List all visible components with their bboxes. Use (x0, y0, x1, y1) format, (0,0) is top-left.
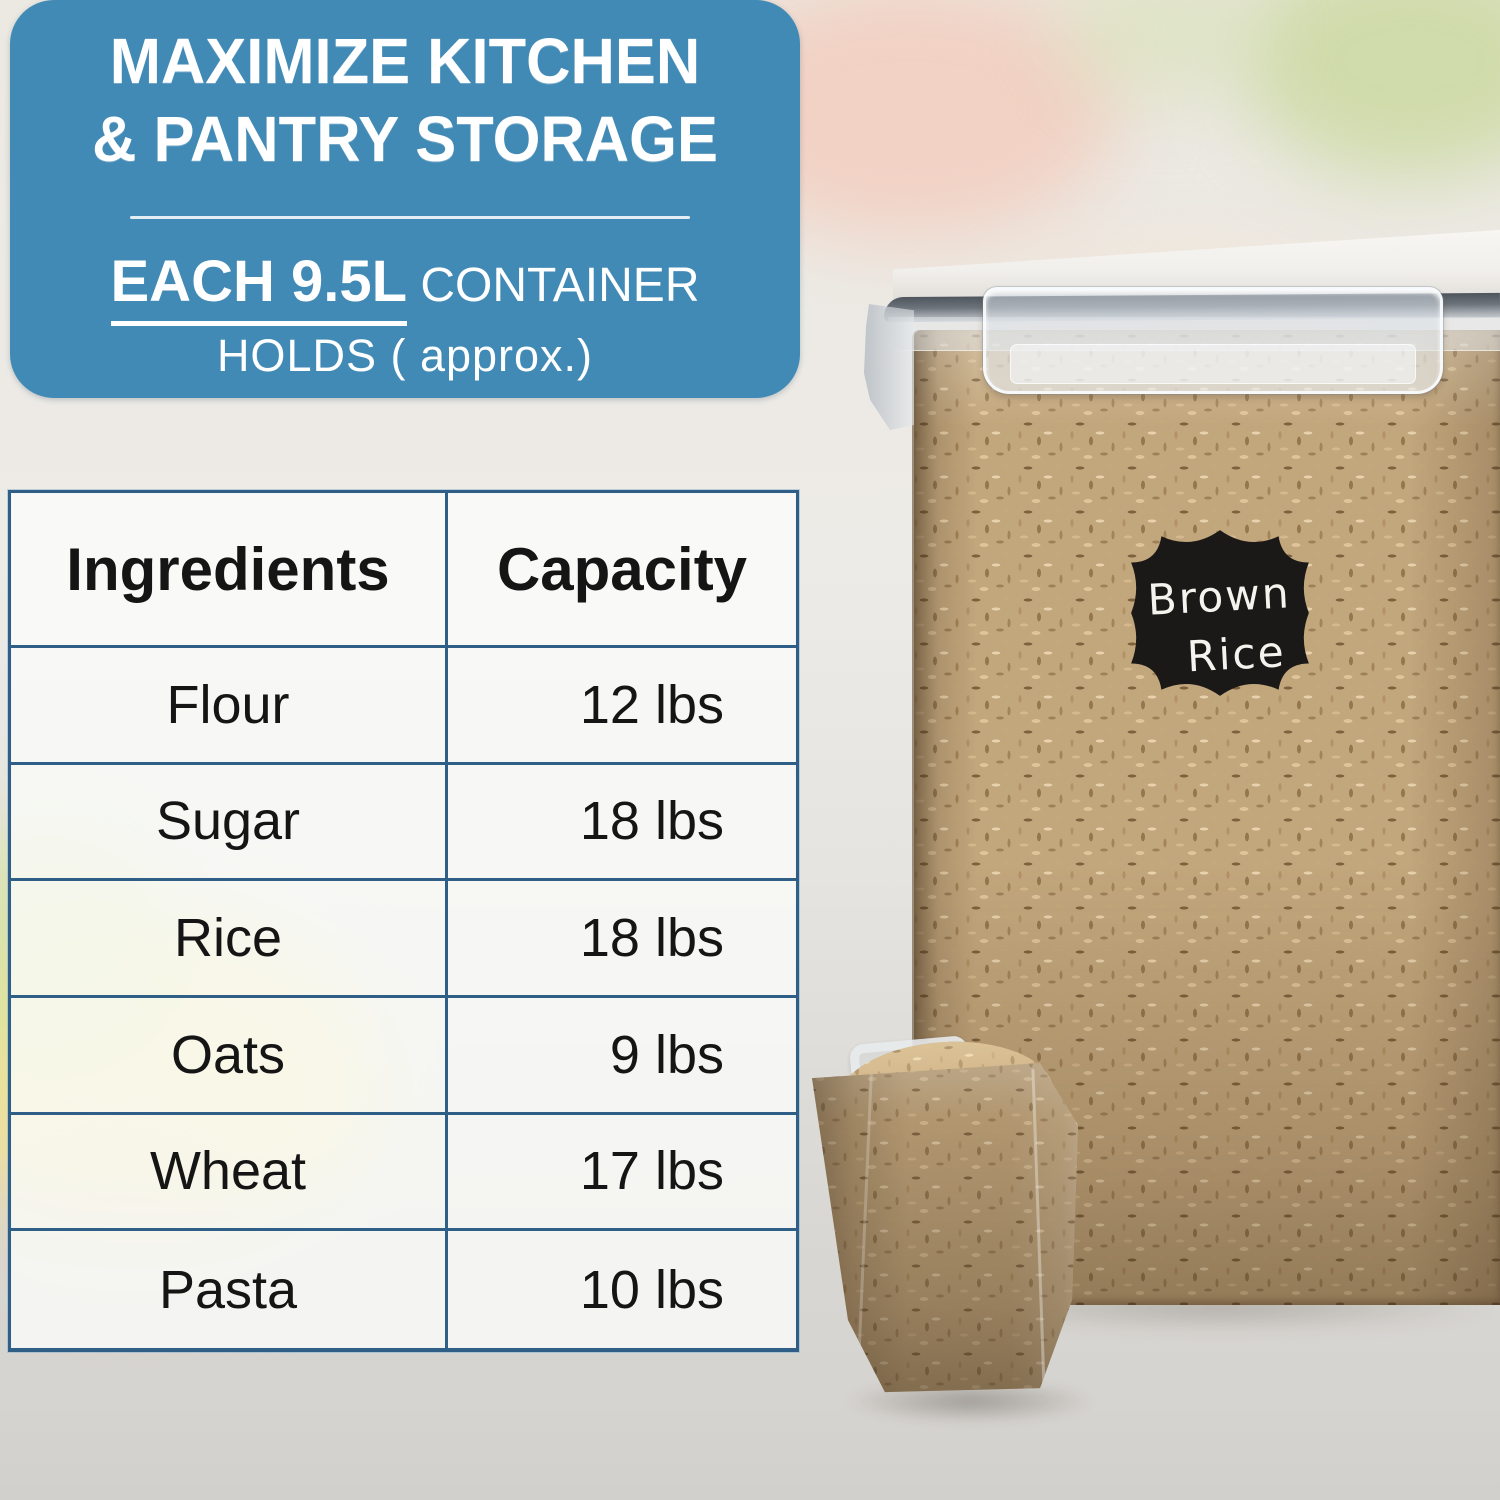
table-cell-capacity: 17 lbs (448, 1114, 796, 1232)
capacity-table: Ingredients Capacity Flour 12 lbs Sugar … (8, 490, 799, 1352)
lid-side-latch (864, 304, 914, 430)
headline-line1: MAXIMIZE KITCHEN (109, 25, 701, 97)
table-cell-capacity: 18 lbs (448, 881, 796, 998)
label-text-line1: Brown (1146, 569, 1292, 625)
banner-subtitle-rest: CONTAINER (420, 259, 700, 312)
label-text-line2: Rice (1186, 628, 1287, 682)
capacity-volume-text: EACH 9.5L (110, 249, 408, 326)
table-header-capacity: Capacity (448, 493, 796, 648)
headline-line2: & PANTRY STORAGE (92, 103, 718, 175)
chalkboard-label-shape (1131, 530, 1309, 696)
table-header-ingredients: Ingredients (11, 493, 448, 648)
table-cell-ingredient: Oats (11, 997, 448, 1115)
banner-subtitle: EACH 9.5L CONTAINER (10, 248, 800, 326)
background-blur-green (1240, 0, 1500, 180)
table-cell-ingredient: Pasta (11, 1231, 448, 1348)
headline-title: MAXIMIZE KITCHEN & PANTRY STORAGE (26, 22, 784, 178)
table-cell-capacity: 18 lbs (448, 764, 796, 882)
chalkboard-label: Brown Rice (1131, 530, 1309, 696)
latch-inner-band (1010, 344, 1416, 384)
storage-container-body (912, 330, 1500, 1305)
table-cell-ingredient: Flour (11, 648, 448, 765)
table-cell-ingredient: Wheat (11, 1114, 448, 1232)
table-cell-capacity: 9 lbs (448, 997, 796, 1115)
table-cell-capacity: 12 lbs (448, 648, 796, 765)
table-cell-capacity: 10 lbs (448, 1231, 796, 1348)
table-cell-ingredient: Sugar (11, 764, 448, 882)
banner-divider-line (130, 216, 690, 219)
table-cell-ingredient: Rice (11, 881, 448, 998)
banner-subtitle-line2: HOLDS ( approx.) (216, 330, 594, 381)
lid-front-latch (982, 286, 1444, 395)
headline-banner: MAXIMIZE KITCHEN & PANTRY STORAGE EACH 9… (10, 0, 800, 398)
